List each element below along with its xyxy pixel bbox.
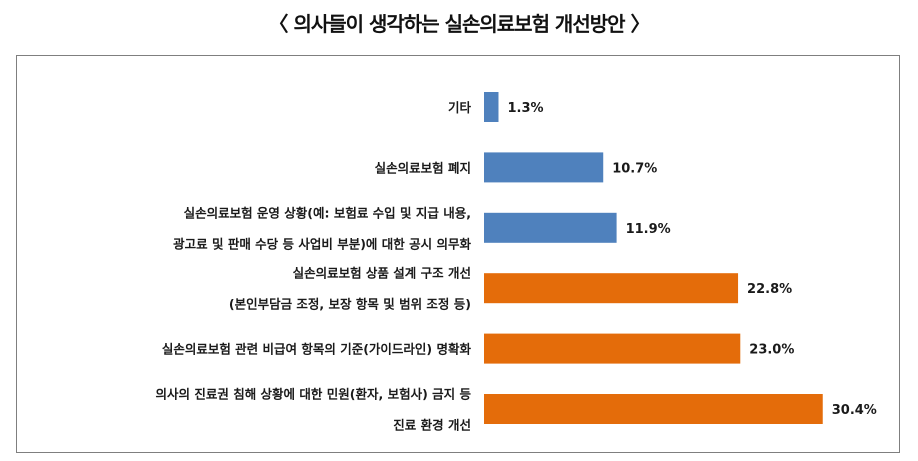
chart-area: 1.3% 기타 10.7% 실손의료보험 폐지 11.9% 실손의료보험 운영 상황(예:… (16, 55, 900, 453)
value-label-4: 23.0% (749, 343, 794, 358)
category-label-2-line-1: 광고료 및 판매 수당 등 사업비 부분)에 대한 공시 의무화 (173, 236, 471, 251)
value-label-3: 22.8% (747, 282, 792, 297)
category-label-3-line-0: 실손의료보험 상품 설계 구조 개선 (293, 266, 471, 281)
category-label-1: 실손의료보험 폐지 (375, 160, 471, 175)
value-label-2: 11.9% (626, 222, 671, 237)
bar-1 (484, 152, 604, 183)
bar-chart: 1.3% 기타 10.7% 실손의료보험 폐지 11.9% 실손의료보험 운영 상황(예:… (156, 92, 877, 433)
chart-title: 〈 의사들이 생각하는 실손의료보험 개선방안 〉 (268, 12, 650, 36)
value-label-0: 1.3% (507, 101, 543, 116)
bar-0 (484, 92, 499, 122)
category-label-0: 기타 (448, 100, 472, 115)
category-label-2-line-0: 실손의료보험 운영 상황(예: 보험료 수입 및 지급 내용, (184, 205, 471, 220)
bar-4 (484, 333, 741, 364)
bar-3 (484, 273, 739, 304)
value-label-1: 10.7% (612, 161, 657, 176)
bar-5 (484, 394, 823, 424)
bar-2 (484, 212, 617, 243)
value-label-5: 30.4% (832, 403, 877, 418)
category-label-5-line-1: 진료 환경 개선 (393, 418, 471, 433)
category-label-3-line-1: (본인부담금 조정, 보장 항목 및 범위 조정 등) (229, 297, 471, 312)
category-label-5-line-0: 의사의 진료권 침해 상황에 대한 민원(환자, 보험사) 금지 등 (156, 387, 472, 402)
category-label-4: 실손의료보험 관련 비급여 항목의 기준(가이드라인) 명확화 (162, 342, 472, 357)
